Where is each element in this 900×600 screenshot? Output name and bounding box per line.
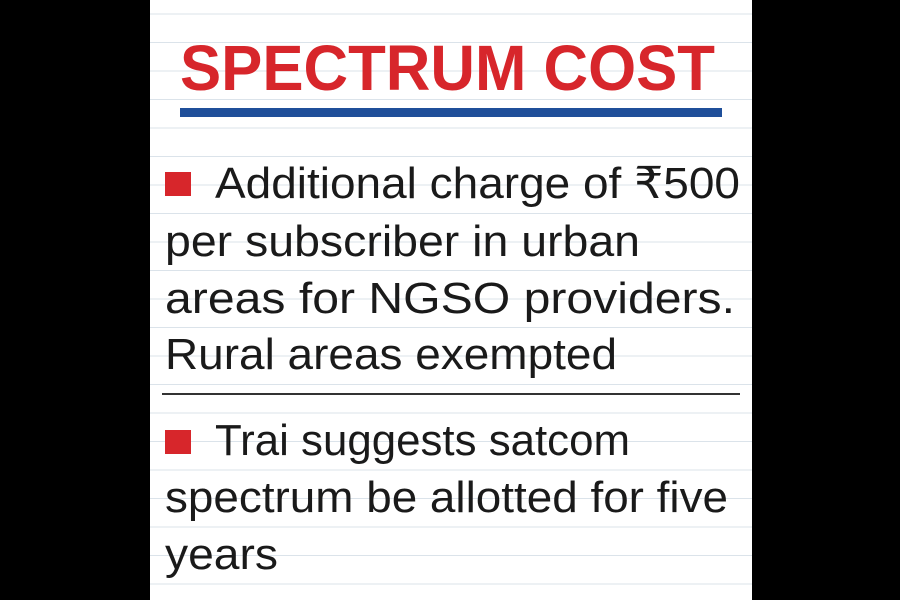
text-line: areas for NGSO providers.: [165, 274, 735, 323]
text-line: per subscriber in urban: [165, 217, 640, 266]
headline: SPECTRUM COST: [180, 32, 715, 104]
bullet: [165, 172, 191, 196]
text-line: spectrum be allotted for five: [165, 473, 728, 522]
bullet: [165, 430, 191, 454]
text-line: years: [165, 530, 278, 579]
text-line: Trai suggests satcom: [215, 416, 630, 465]
text-line: Additional charge of ₹500: [215, 159, 740, 208]
ruled-lines: [150, 13, 752, 585]
text-line: Rural areas exempted: [165, 330, 617, 379]
headline-underline: [180, 108, 722, 117]
